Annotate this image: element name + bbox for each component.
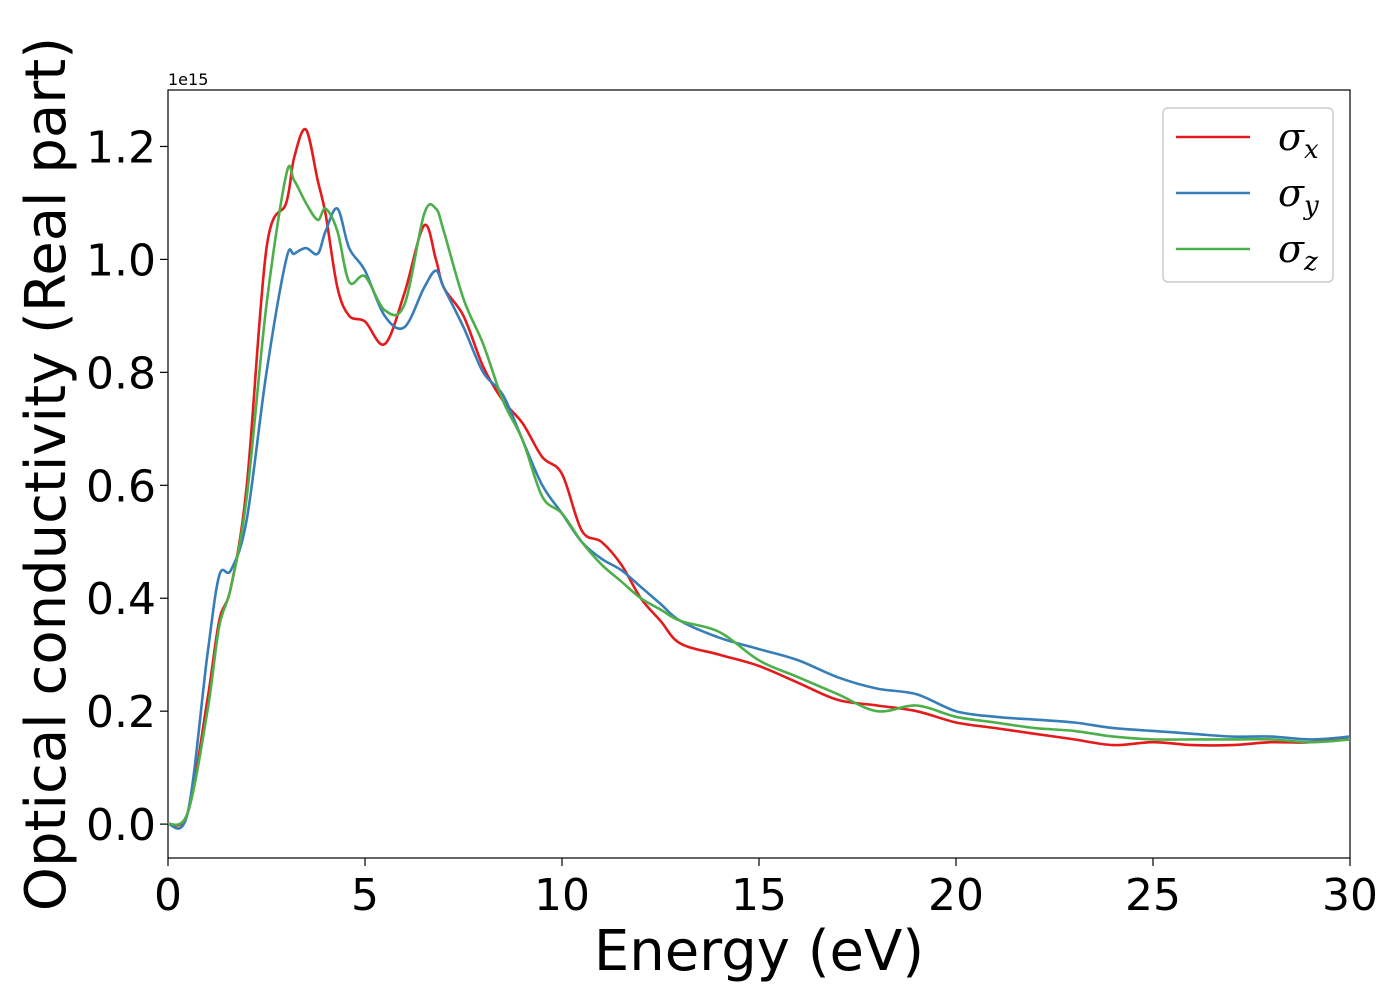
x-tick-label: 30 [1322, 870, 1378, 921]
x-tick-label: 0 [154, 870, 182, 921]
x-tick-label: 20 [928, 870, 984, 921]
y-tick-label: 0.0 [86, 800, 156, 851]
y-offset-label: 1e15 [168, 70, 208, 89]
legend: σx σy σz [1162, 107, 1334, 283]
y-tick-label: 0.8 [86, 348, 156, 399]
x-tick-label: 5 [351, 870, 379, 921]
legend-box [1162, 107, 1334, 283]
y-axis: 0.0 0.2 0.4 0.6 0.8 1.0 1.2 [86, 122, 168, 851]
x-axis-title: Energy (eV) [594, 919, 924, 984]
legend-label-3: σz [1278, 227, 1318, 277]
legend-label-2: σy [1278, 171, 1319, 221]
y-tick-label: 0.2 [86, 687, 156, 738]
series-layer [167, 127, 1351, 830]
x-axis: 0 5 10 15 20 25 30 [154, 858, 1378, 921]
y-tick-label: 1.2 [86, 122, 156, 173]
y-axis-title: Optical conductivity (Real part) [14, 37, 79, 911]
y-tick-label: 0.4 [86, 574, 156, 625]
series-line-1 [167, 127, 1351, 827]
x-tick-label: 10 [534, 870, 590, 921]
y-tick-label: 0.6 [86, 461, 156, 512]
legend-label-1: σx [1278, 115, 1319, 165]
x-tick-label: 25 [1125, 870, 1181, 921]
x-tick-label: 15 [731, 870, 787, 921]
series-line-3 [167, 164, 1351, 827]
y-tick-label: 1.0 [86, 235, 156, 286]
